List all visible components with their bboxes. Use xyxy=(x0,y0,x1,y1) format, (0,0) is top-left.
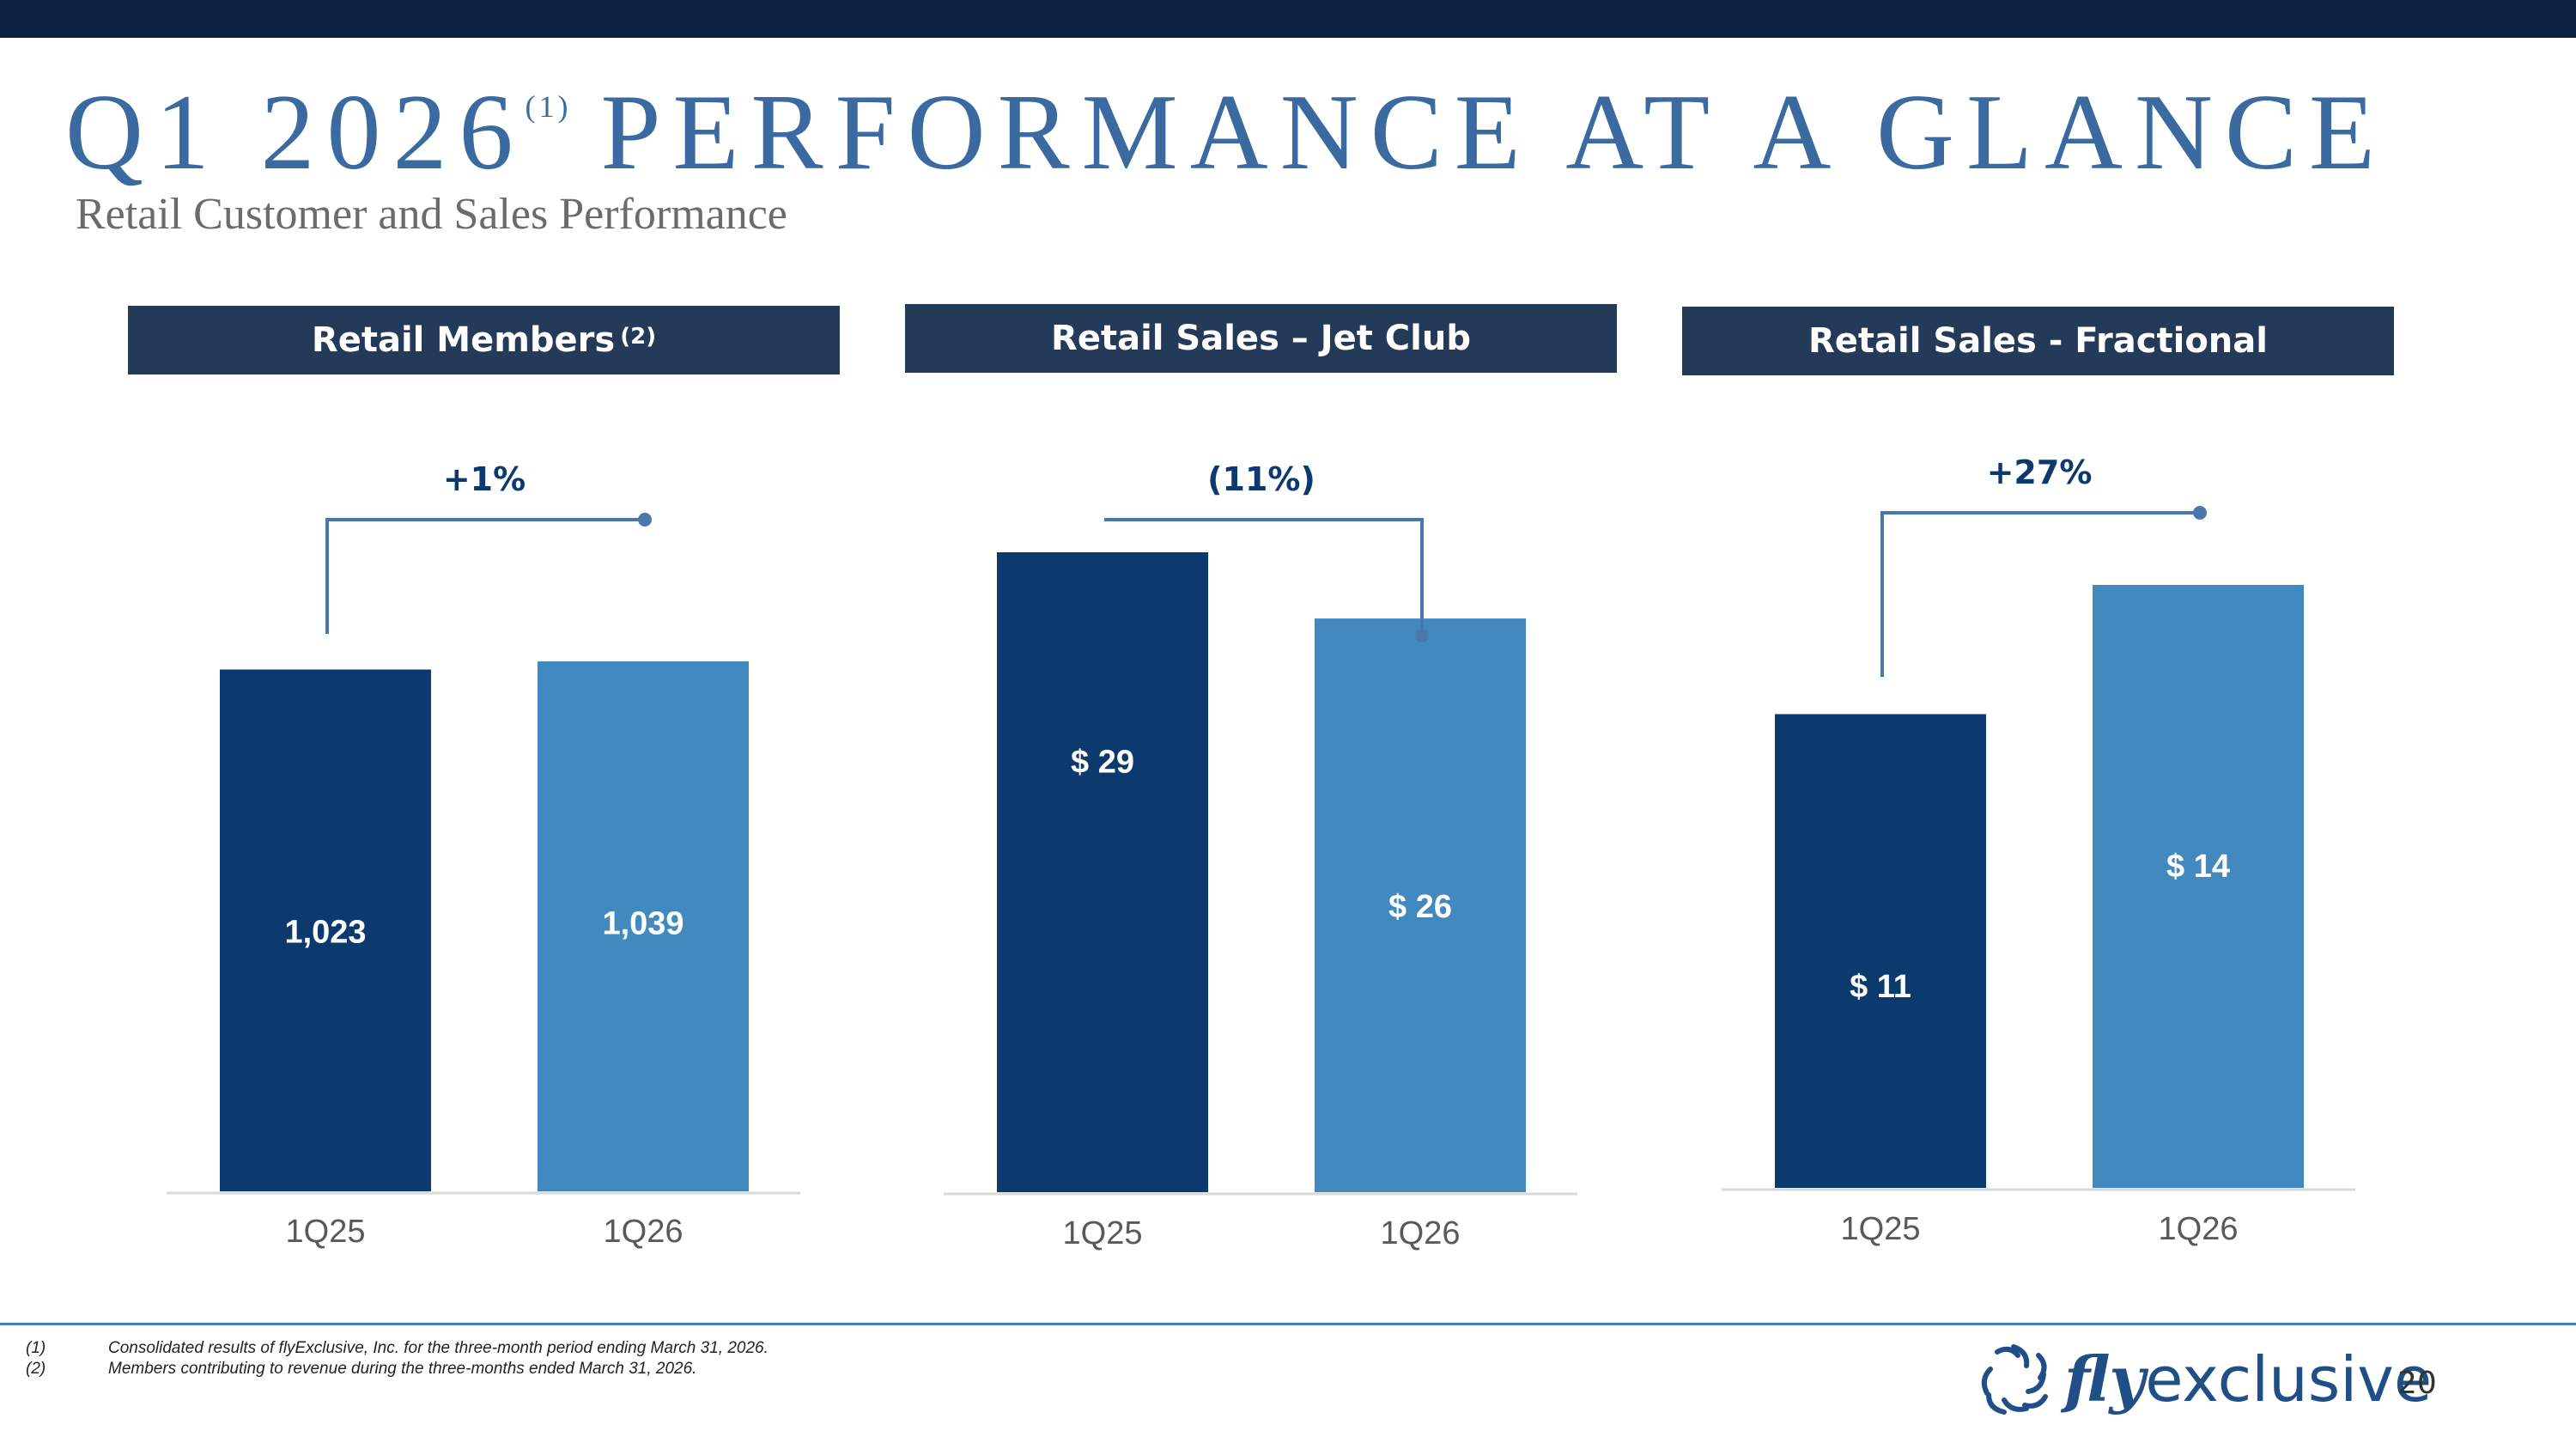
footnote-1: (1) Consolidated results of flyExclusive,… xyxy=(26,1338,769,1359)
panel-header-label: Retail Sales – Jet Club xyxy=(1051,319,1471,358)
title-main: Q1 2026 xyxy=(65,73,526,192)
change-connector xyxy=(325,518,645,634)
x-tick-label: 1Q26 xyxy=(604,1214,683,1250)
x-tick-label: 1Q26 xyxy=(1381,1215,1461,1251)
bar-data-label: $ 26 xyxy=(1388,889,1452,925)
title-rest: PERFORMANCE AT A GLANCE xyxy=(600,73,2388,192)
x-tick-label: 1Q25 xyxy=(1063,1215,1143,1251)
bar-data-label: $ 11 xyxy=(1850,969,1911,1005)
title-footnote-ref: (1) xyxy=(525,89,572,124)
bar-data-label: 1,039 xyxy=(602,906,683,942)
footnote-number: (1) xyxy=(26,1339,46,1357)
footer-divider xyxy=(0,1323,2576,1325)
panel-header-footnote: (2) xyxy=(620,324,657,350)
panel-header-label: Retail Members xyxy=(311,320,616,360)
page-number: 20 xyxy=(2397,1366,2437,1401)
footnote-text: Consolidated results of flyExclusive, In… xyxy=(108,1339,769,1357)
logo-exclusive: exclusive xyxy=(2145,1342,2433,1416)
bar-1q25 xyxy=(1775,714,1986,1188)
footnotes: (1) Consolidated results of flyExclusive,… xyxy=(26,1338,769,1379)
connector-end-dot xyxy=(1415,629,1429,642)
page-subtitle: Retail Customer and Sales Performance xyxy=(76,190,787,239)
change-label: +27% xyxy=(1987,454,2093,491)
bar-1q26 xyxy=(1315,618,1526,1192)
bar-1q26 xyxy=(2093,585,2304,1188)
panel-header-jet-club: Retail Sales – Jet Club xyxy=(905,304,1617,373)
logo-wordmark: flyexclusive xyxy=(2064,1342,2432,1416)
bar-1q26 xyxy=(538,661,749,1191)
bar-1q25 xyxy=(220,669,431,1191)
page-title: Q1 2026(1) PERFORMANCE AT A GLANCE xyxy=(65,79,2387,187)
x-tick-label: 1Q25 xyxy=(1841,1211,1921,1247)
bar-data-label: $ 29 xyxy=(1071,745,1134,781)
connector-end-dot xyxy=(638,513,652,527)
change-connector xyxy=(1880,511,2200,677)
x-tick-label: 1Q25 xyxy=(286,1214,366,1250)
change-label: (11%) xyxy=(1207,460,1315,498)
bar-1q25 xyxy=(997,552,1208,1192)
bar-data-label: $ 14 xyxy=(2166,849,2230,885)
connector-end-dot xyxy=(2193,506,2207,520)
top-bar xyxy=(0,0,2576,38)
footnote-text: Members contributing to revenue during t… xyxy=(108,1360,697,1378)
panel-header-fractional: Retail Sales - Fractional xyxy=(1682,307,2394,375)
footnote-number: (2) xyxy=(26,1360,46,1378)
swirl-logo-icon xyxy=(1981,1344,2048,1415)
panel-header-retail-members: Retail Members (2) xyxy=(128,306,840,374)
bar-data-label: 1,023 xyxy=(284,914,366,950)
x-tick-label: 1Q26 xyxy=(2159,1211,2239,1247)
footnote-2: (2) Members contributing to revenue durin… xyxy=(26,1359,769,1379)
change-label: +1% xyxy=(443,460,526,498)
logo-fly: fly xyxy=(2064,1342,2146,1416)
panel-header-label: Retail Sales - Fractional xyxy=(1808,321,2268,361)
company-logo: flyexclusive xyxy=(1975,1340,2432,1417)
change-connector xyxy=(1104,518,1424,636)
